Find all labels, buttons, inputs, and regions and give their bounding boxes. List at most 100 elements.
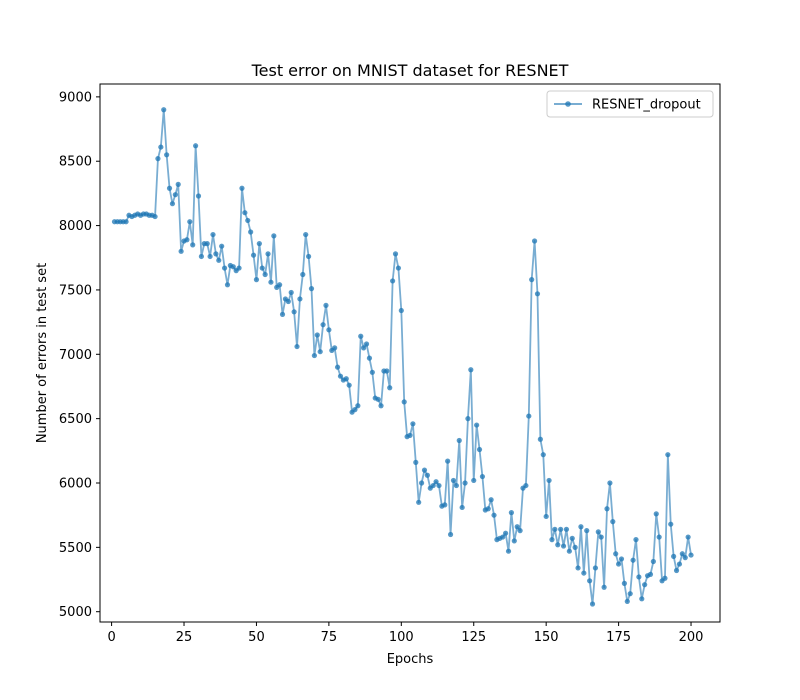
- data-point: [337, 373, 344, 379]
- data-point: [485, 506, 491, 512]
- data-point: [219, 243, 225, 249]
- data-point: [613, 551, 619, 557]
- data-point: [184, 237, 190, 243]
- data-point: [279, 311, 286, 317]
- data-point: [166, 185, 173, 191]
- data-point: [346, 382, 352, 388]
- data-point: [230, 264, 236, 270]
- data-point: [474, 422, 480, 428]
- data-point: [581, 570, 587, 576]
- data-point: [172, 192, 178, 198]
- data-point: [369, 369, 375, 375]
- data-point: [213, 251, 219, 257]
- data-point: [630, 557, 636, 563]
- data-point: [250, 252, 257, 258]
- data-point: [314, 332, 320, 338]
- data-point: [610, 519, 616, 525]
- data-point: [523, 482, 529, 489]
- data-point: [534, 291, 541, 297]
- x-tick-label: 25: [176, 630, 193, 645]
- data-point: [436, 482, 442, 489]
- data-point: [320, 322, 326, 328]
- data-point: [662, 575, 668, 581]
- y-tick-label: 5500: [59, 541, 92, 556]
- data-point: [207, 253, 213, 260]
- data-point: [236, 265, 242, 271]
- data-point: [175, 181, 181, 187]
- data-point: [259, 265, 265, 271]
- data-point: [676, 561, 683, 567]
- x-tick-label: 50: [248, 630, 265, 645]
- data-point: [514, 524, 520, 530]
- data-point: [413, 459, 419, 465]
- data-point: [549, 537, 555, 543]
- data-point: [395, 265, 402, 271]
- data-point: [505, 548, 512, 554]
- data-point: [621, 580, 627, 586]
- data-point: [401, 399, 407, 405]
- data-point: [450, 477, 457, 484]
- data-point: [598, 534, 604, 540]
- data-point: [601, 584, 607, 590]
- data-point: [285, 298, 291, 305]
- axes-frame: [99, 83, 721, 623]
- data-point: [633, 537, 639, 543]
- data-point: [358, 333, 364, 339]
- y-axis-label: Number of errors in test set: [35, 263, 50, 443]
- data-point: [671, 553, 677, 559]
- chart-title: Test error on MNIST dataset for RESNET: [251, 61, 569, 80]
- data-point: [592, 565, 599, 571]
- data-point: [253, 277, 260, 283]
- data-point: [416, 499, 422, 505]
- data-point: [178, 248, 184, 254]
- y-tick-label: 7000: [59, 348, 92, 363]
- data-point: [560, 543, 567, 549]
- data-point: [616, 561, 622, 567]
- data-point: [407, 432, 413, 438]
- data-point: [245, 217, 251, 224]
- data-point: [653, 511, 659, 517]
- data-point: [540, 452, 546, 458]
- data-point: [303, 231, 309, 238]
- data-point: [453, 482, 459, 489]
- data-point: [679, 551, 685, 557]
- data-point: [291, 309, 297, 315]
- data-point: [500, 534, 506, 540]
- data-point: [447, 531, 454, 538]
- data-point: [288, 289, 294, 296]
- data-point: [355, 403, 361, 409]
- x-tick-label: 125: [461, 630, 486, 645]
- data-point: [306, 253, 312, 260]
- data-point: [589, 601, 596, 607]
- data-point: [352, 407, 358, 413]
- data-point: [387, 385, 393, 391]
- data-point: [636, 574, 642, 580]
- data-point: [566, 548, 572, 554]
- data-point: [158, 144, 164, 150]
- data-point: [363, 341, 370, 347]
- data-point: [459, 504, 465, 511]
- data-point: [503, 530, 509, 536]
- data-point: [488, 497, 494, 503]
- data-point: [421, 467, 428, 473]
- data-point: [531, 238, 538, 244]
- data-point: [578, 524, 584, 530]
- x-tick-label: 0: [107, 630, 115, 645]
- data-point: [161, 107, 167, 113]
- data-point: [587, 578, 593, 584]
- data-point: [468, 367, 474, 373]
- data-point: [366, 355, 373, 361]
- data-point: [595, 529, 601, 535]
- data-point: [642, 582, 648, 588]
- data-point: [297, 296, 303, 302]
- data-point: [575, 565, 581, 571]
- y-tick-label: 9000: [59, 90, 92, 105]
- data-point: [624, 598, 630, 605]
- data-point: [210, 231, 216, 238]
- series-line: [114, 108, 692, 605]
- y-tick-label: 6000: [59, 476, 92, 491]
- data-point: [384, 368, 390, 374]
- x-tick-label: 100: [389, 630, 414, 645]
- data-point: [442, 502, 448, 508]
